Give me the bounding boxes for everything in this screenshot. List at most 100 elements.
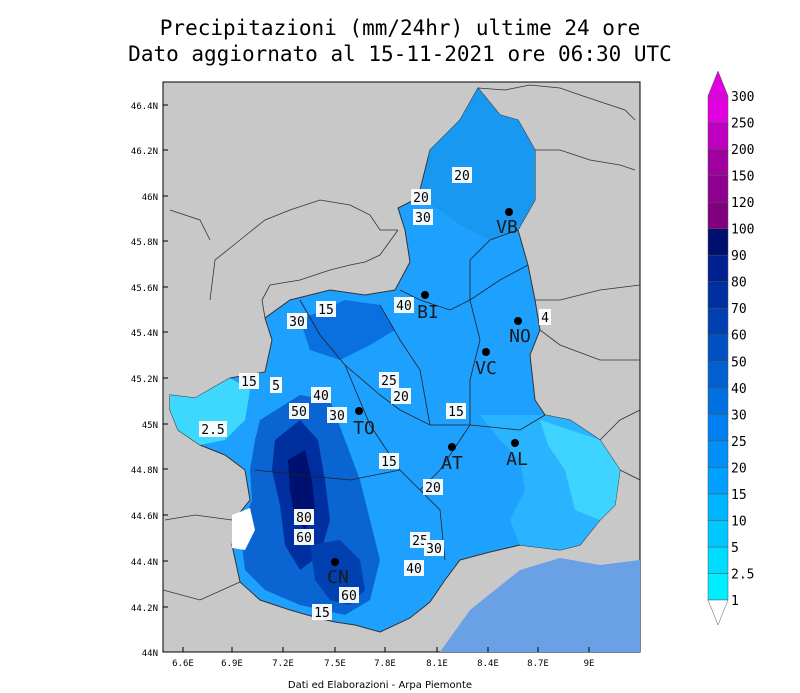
- contour-label-box: [411, 189, 431, 205]
- neighbour-borders: [163, 84, 640, 601]
- contour-label-box: [311, 387, 331, 403]
- contour-label-box: [294, 509, 314, 525]
- legend-level-label: 1: [731, 594, 739, 609]
- contour-label-box: [394, 297, 414, 313]
- legend-level-label: 15: [731, 488, 747, 503]
- lat-tick-label: 44N: [142, 649, 158, 659]
- lon-tick-label: 7.2E: [272, 659, 294, 669]
- contour-label-box: [391, 388, 411, 404]
- legend-color-band: [707, 573, 729, 601]
- legend-level-label: 60: [731, 329, 747, 344]
- contour-label: 20: [454, 169, 470, 184]
- city-label: TO: [353, 418, 375, 439]
- contour-label: 30: [415, 211, 431, 226]
- lat-tick-label: 45N: [142, 421, 158, 431]
- lon-tick-label: 7.8E: [374, 659, 396, 669]
- contour-label: 20: [393, 390, 409, 405]
- contour-label: 30: [289, 315, 305, 330]
- legend-color-band: [707, 440, 729, 468]
- legend-color-band: [707, 254, 729, 282]
- contour-label-box: [289, 403, 309, 419]
- city-dot: [514, 317, 522, 325]
- legend-color-band: [707, 334, 729, 362]
- legend-color-band: [707, 201, 729, 229]
- contour-label-box: [339, 587, 359, 603]
- contour-label: 30: [329, 409, 345, 424]
- city-dot: [448, 443, 456, 451]
- contour-label: 40: [396, 299, 412, 314]
- legend-color-band: [707, 467, 729, 495]
- legend-level-label: 150: [731, 170, 754, 185]
- contour-label-box: [539, 309, 551, 325]
- city-label: AL: [506, 449, 528, 470]
- contour-label-box: [424, 540, 444, 556]
- legend-color-band: [707, 546, 729, 574]
- city-dot: [421, 291, 429, 299]
- lon-tick-label: 8.4E: [477, 659, 499, 669]
- legend-color-band: [707, 122, 729, 150]
- contour-label: 4: [541, 311, 549, 326]
- lat-tick-label: 44.4N: [131, 558, 158, 568]
- legend-min-arrow: [707, 599, 729, 626]
- lon-tick-label: 6.6E: [172, 659, 194, 669]
- contour-label-box: [294, 529, 314, 545]
- city-dot: [355, 407, 363, 415]
- legend-level-label: 70: [731, 302, 747, 317]
- legend-level-label: 80: [731, 276, 747, 291]
- legend-color-band: [707, 175, 729, 203]
- light-rain-zone-west: [170, 378, 250, 445]
- no-rain-patch: [232, 508, 255, 550]
- contour-label-box: [327, 407, 347, 423]
- city-label: VC: [475, 358, 497, 379]
- contour-label-box: [446, 403, 466, 419]
- sea-area: [440, 558, 640, 652]
- province-borders: [254, 229, 546, 561]
- contour-label-box: [404, 560, 424, 576]
- legend-color-band: [707, 520, 729, 548]
- legend-color-band: [707, 228, 729, 256]
- lat-tick-label: 46.2N: [131, 147, 158, 157]
- legend-level-label: 40: [731, 382, 747, 397]
- legend-level-label: 90: [731, 249, 747, 264]
- city-dot: [331, 558, 339, 566]
- lat-tick-label: 45.8N: [131, 238, 158, 248]
- north-rain-zone: [420, 88, 535, 240]
- contour-label: 25: [381, 374, 397, 389]
- lon-tick-label: 6.9E: [221, 659, 243, 669]
- contour-label: 50: [291, 405, 307, 420]
- contour-label-box: [287, 313, 307, 329]
- contour-label-box: [199, 421, 227, 437]
- contour-label: 15: [448, 405, 464, 420]
- legend-color-band: [707, 414, 729, 442]
- city-label: CN: [327, 567, 349, 588]
- legend-color-band: [707, 387, 729, 415]
- city-label: VB: [496, 217, 518, 238]
- longitude-axis: 6.6E 6.9E 7.2E 7.5E 7.8E 8.1E 8.4E 8.7E 9E: [172, 647, 594, 669]
- legend-level-label: 2.5: [731, 567, 754, 582]
- legend-level-label: 120: [731, 196, 754, 211]
- contour-label-box: [379, 453, 399, 469]
- light-rain-zone-east: [540, 420, 620, 520]
- credit-text: Dati ed Elaborazioni - Arpa Piemonte: [287, 680, 473, 691]
- contour-label: 15: [241, 375, 257, 390]
- contour-label-box: [413, 209, 433, 225]
- latitude-axis: 46.4N 46.2N 46N 45.8N 45.6N 45.4N 45.2N 45N 44.8…: [131, 102, 168, 659]
- contour-label: 40: [406, 562, 422, 577]
- contour-label: 30: [426, 542, 442, 557]
- city-dot: [511, 439, 519, 447]
- city-label: BI: [417, 302, 439, 323]
- contour-label: 15: [314, 606, 330, 621]
- legend-color-band: [707, 307, 729, 335]
- contour-label-box: [312, 604, 332, 620]
- map-title-line-1: Precipitazioni (mm/24hr) ultime 24 ore: [159, 16, 641, 40]
- legend-level-label: 25: [731, 435, 747, 450]
- legend-color-band: [707, 361, 729, 389]
- city-dot: [505, 208, 513, 216]
- map-title-line-2: Dato aggiornato al 15-11-2021 ore 06:30 …: [128, 42, 672, 66]
- contour-label-box: [379, 372, 399, 388]
- precipitation-legend: 1 2.5 5 10 15 20 25 30 40 50 60 70 80 90 100 120 150 200 2…: [707, 70, 754, 626]
- contour-label: 15: [318, 303, 334, 318]
- lon-tick-label: 8.7E: [527, 659, 549, 669]
- lat-tick-label: 45.2N: [131, 375, 158, 385]
